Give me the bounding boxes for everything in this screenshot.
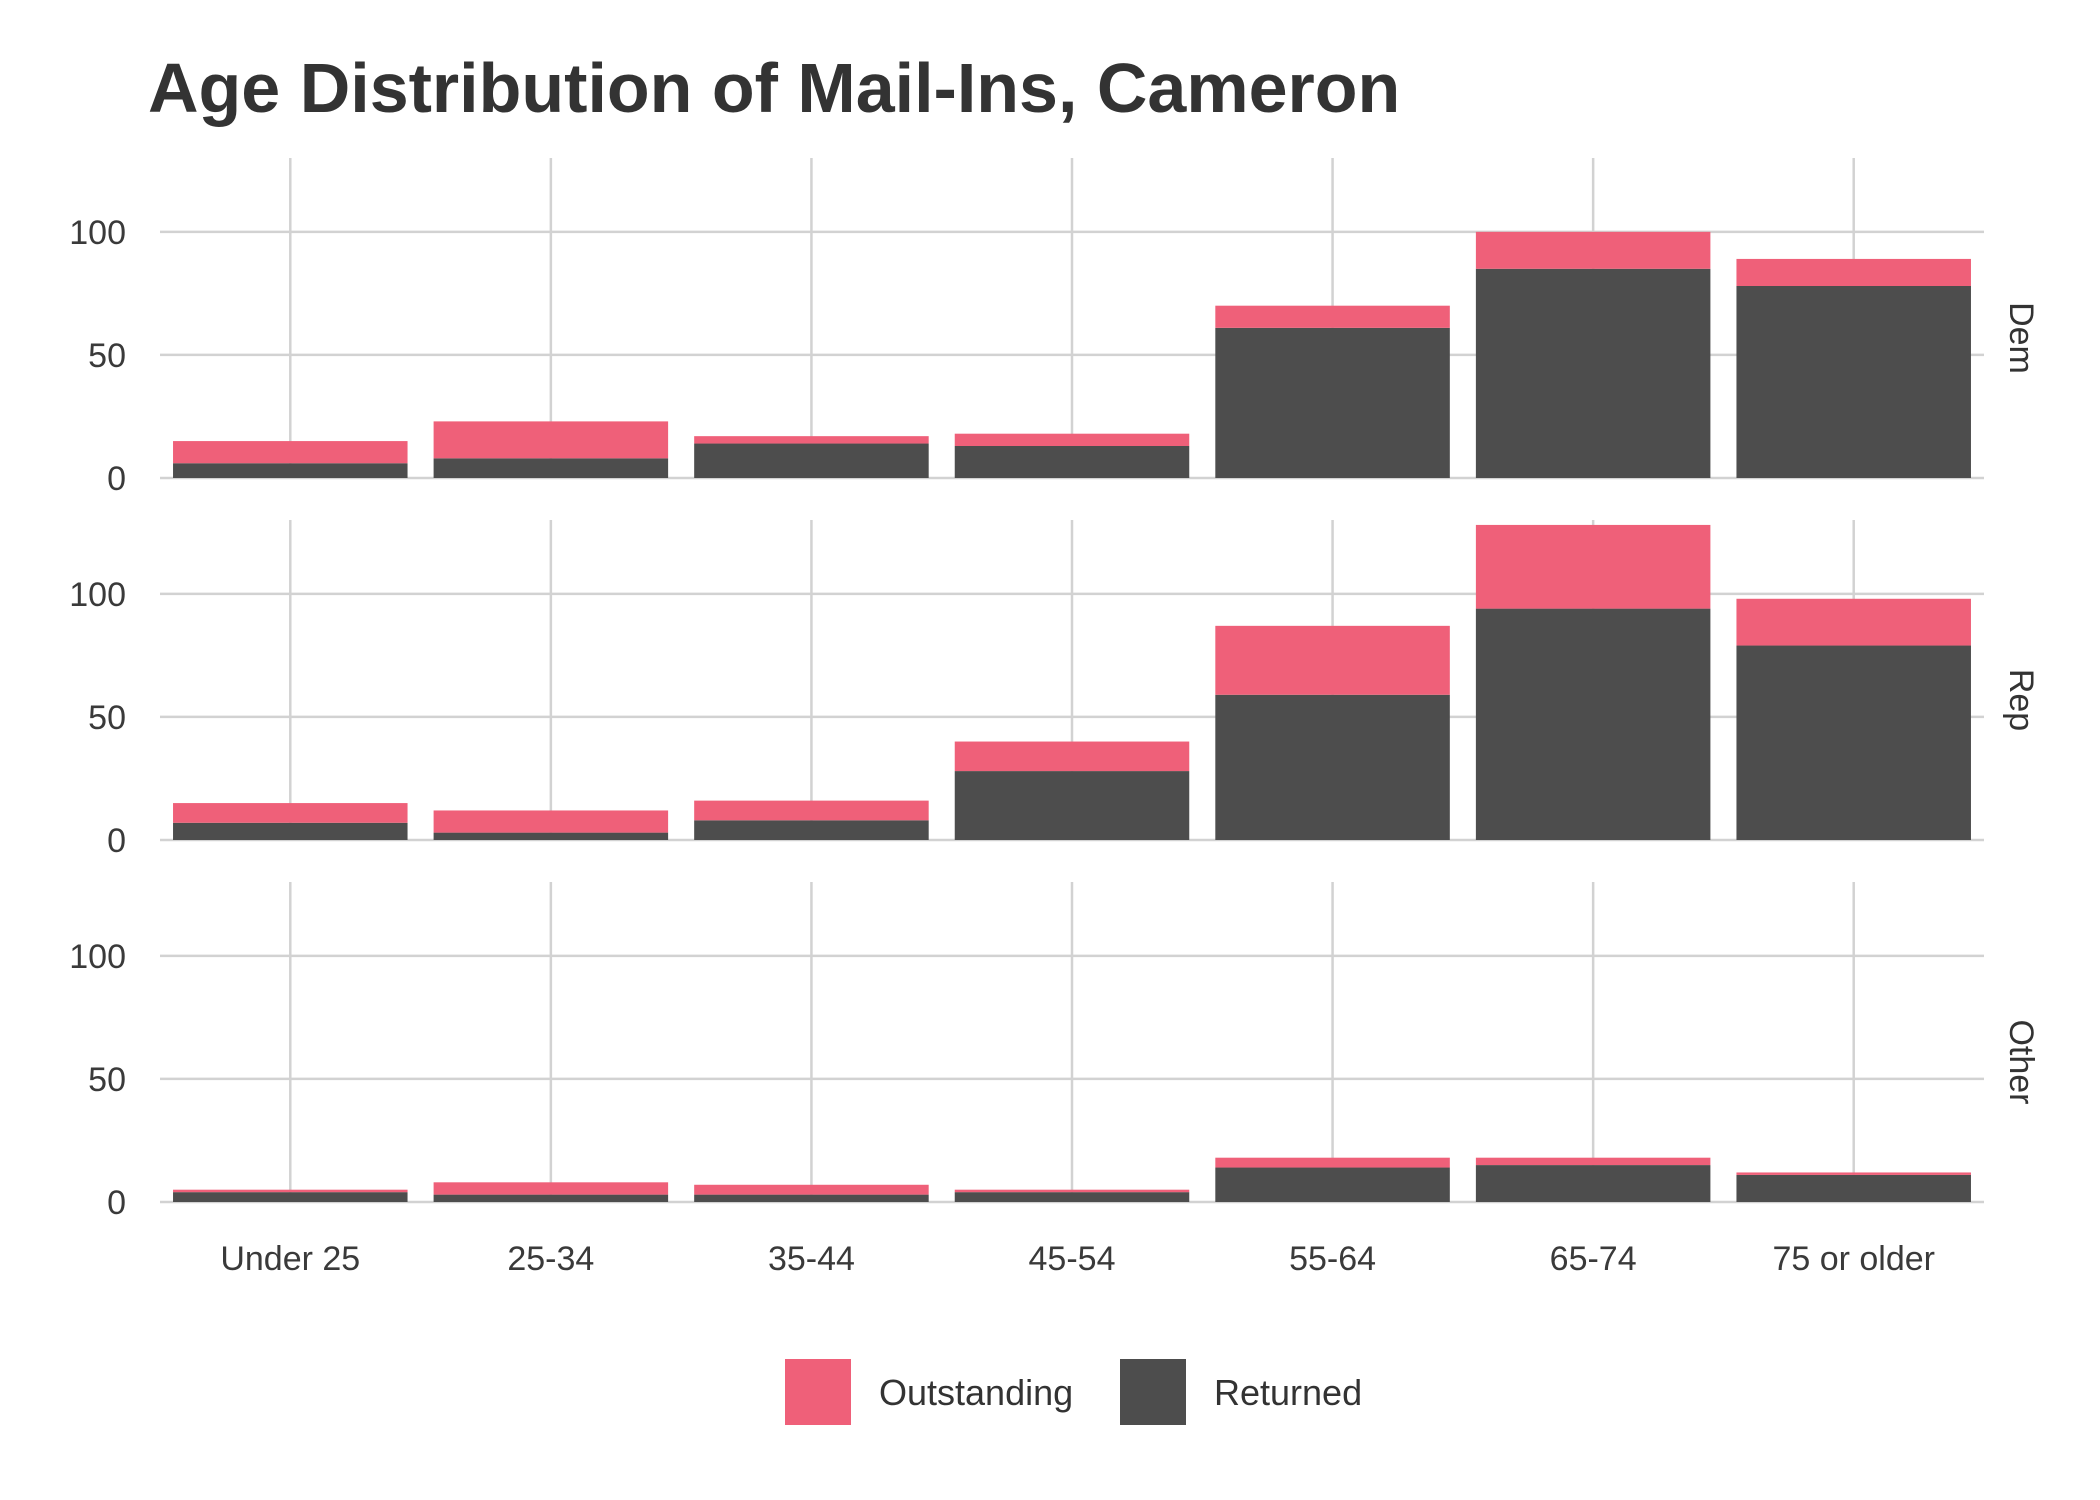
bar-other-outstanding-35-44 bbox=[694, 1184, 929, 1195]
y-tick-label-dem-0: 0 bbox=[107, 460, 126, 498]
bar-rep-outstanding-75-or-older bbox=[1736, 598, 1971, 646]
bar-dem-returned-45-54 bbox=[954, 446, 1190, 478]
bar-rep-returned-under-25 bbox=[173, 822, 408, 840]
bar-rep-outstanding-35-44 bbox=[694, 800, 929, 821]
bar-dem-outstanding-65-74 bbox=[1475, 231, 1711, 269]
bar-other-outstanding-75-or-older bbox=[1736, 1172, 1971, 1175]
bar-dem-returned-65-74 bbox=[1475, 268, 1711, 478]
x-tick-label-25-34: 25-34 bbox=[507, 1240, 594, 1278]
bar-other-outstanding-55-64 bbox=[1215, 1157, 1450, 1168]
bar-other-returned-25-34 bbox=[433, 1194, 669, 1202]
legend-swatch-returned bbox=[1120, 1359, 1186, 1425]
bar-rep-outstanding-65-74 bbox=[1475, 524, 1711, 609]
bar-dem-returned-35-44 bbox=[694, 443, 929, 478]
bar-dem-outstanding-under-25 bbox=[173, 441, 408, 464]
bar-other-returned-35-44 bbox=[694, 1194, 929, 1202]
y-tick-label-dem-100: 100 bbox=[69, 214, 126, 252]
bar-rep-outstanding-45-54 bbox=[954, 741, 1190, 772]
x-tick-label-45-54: 45-54 bbox=[1029, 1240, 1116, 1278]
y-tick-label-rep-0: 0 bbox=[107, 822, 126, 860]
bar-other-outstanding-under-25 bbox=[173, 1189, 408, 1193]
bar-other-outstanding-25-34 bbox=[433, 1182, 669, 1195]
x-tick-label-55-64: 55-64 bbox=[1289, 1240, 1376, 1278]
x-tick-label-35-44: 35-44 bbox=[768, 1240, 855, 1278]
y-tick-label-rep-50: 50 bbox=[88, 699, 126, 737]
y-tick-label-rep-100: 100 bbox=[69, 576, 126, 614]
bar-other-returned-65-74 bbox=[1475, 1165, 1711, 1202]
bar-dem-returned-25-34 bbox=[433, 458, 669, 478]
bar-dem-outstanding-55-64 bbox=[1215, 305, 1450, 328]
x-tick-label-75-or-older: 75 or older bbox=[1772, 1240, 1935, 1278]
bar-other-returned-under-25 bbox=[173, 1192, 408, 1202]
bar-rep-returned-75-or-older bbox=[1736, 645, 1971, 840]
bar-rep-outstanding-55-64 bbox=[1215, 625, 1450, 695]
bar-dem-returned-55-64 bbox=[1215, 327, 1450, 478]
bar-dem-returned-under-25 bbox=[173, 463, 408, 478]
bar-other-returned-75-or-older bbox=[1736, 1174, 1971, 1202]
facet-strip-label-other: Other bbox=[2002, 1019, 2040, 1104]
legend-label-returned: Returned bbox=[1214, 1372, 1362, 1413]
x-tick-label-under-25: Under 25 bbox=[220, 1240, 360, 1278]
y-tick-label-other-100: 100 bbox=[69, 938, 126, 976]
bar-dem-outstanding-75-or-older bbox=[1736, 258, 1971, 286]
chart-title: Age Distribution of Mail-Ins, Cameron bbox=[148, 49, 1401, 127]
bar-rep-outstanding-under-25 bbox=[173, 803, 408, 823]
legend-swatch-outstanding bbox=[785, 1359, 851, 1425]
y-tick-label-other-50: 50 bbox=[88, 1061, 126, 1099]
bar-dem-outstanding-35-44 bbox=[694, 436, 929, 444]
bar-rep-returned-55-64 bbox=[1215, 694, 1450, 840]
bar-rep-returned-25-34 bbox=[433, 832, 669, 840]
bar-other-returned-55-64 bbox=[1215, 1167, 1450, 1202]
facet-strip-label-dem: Dem bbox=[2002, 302, 2040, 374]
bar-rep-outstanding-25-34 bbox=[433, 810, 669, 833]
facet-strip-label-rep: Rep bbox=[2002, 669, 2040, 731]
bar-dem-outstanding-45-54 bbox=[954, 433, 1190, 446]
bar-other-returned-45-54 bbox=[954, 1192, 1190, 1202]
legend-label-outstanding: Outstanding bbox=[879, 1372, 1073, 1413]
bar-rep-returned-45-54 bbox=[954, 771, 1190, 840]
bar-rep-returned-35-44 bbox=[694, 820, 929, 840]
x-tick-label-65-74: 65-74 bbox=[1550, 1240, 1637, 1278]
bar-other-outstanding-65-74 bbox=[1475, 1157, 1711, 1166]
bar-other-outstanding-45-54 bbox=[954, 1189, 1190, 1193]
bar-dem-outstanding-25-34 bbox=[433, 421, 669, 459]
y-tick-label-dem-50: 50 bbox=[88, 337, 126, 375]
bar-dem-returned-75-or-older bbox=[1736, 286, 1971, 478]
y-tick-label-other-0: 0 bbox=[107, 1184, 126, 1222]
bar-rep-returned-65-74 bbox=[1475, 608, 1711, 840]
